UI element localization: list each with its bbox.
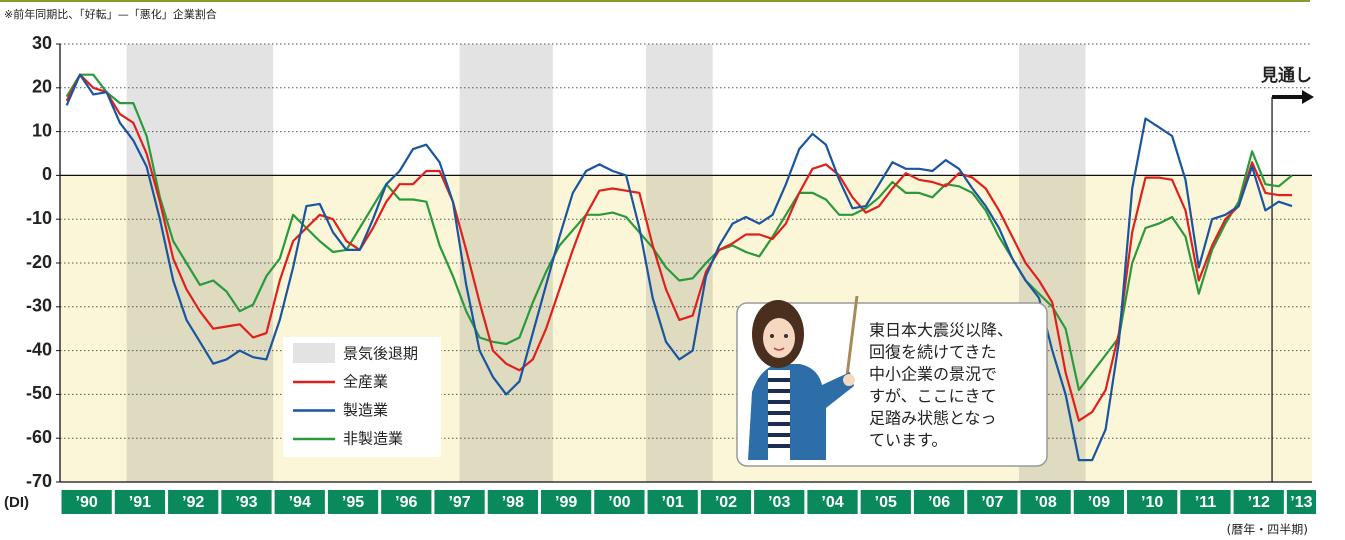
year-box (860, 490, 911, 514)
y-tick-label: -70 (26, 471, 52, 491)
year-box (967, 490, 1018, 514)
x-tick-label: ’06 (928, 494, 950, 511)
x-tick-label: ’92 (182, 494, 204, 511)
fringe (760, 311, 798, 322)
x-tick-label: ’08 (1034, 494, 1056, 511)
year-box (594, 490, 645, 514)
year-box (61, 490, 112, 514)
x-tick-label: ’00 (608, 494, 630, 511)
legend-label: 全産業 (343, 373, 388, 391)
x-tick-label: ’07 (981, 494, 1003, 511)
callout: 東日本大震災以降、回復を続けてきた中小企業の景況ですが、ここにきて足踏み状態とな… (736, 295, 1048, 467)
x-tick-label: ’10 (1141, 494, 1163, 511)
year-box (434, 490, 485, 514)
year-box (327, 490, 379, 514)
x-tick-label: ’94 (289, 494, 311, 511)
series-line (65, 73, 1293, 462)
pointer (844, 295, 859, 385)
y-tick-label: -10 (26, 208, 52, 228)
plot-area: -70 -60 -50 -40 -30 -20 -10 0 10 20 30 ’90 ’91 ’92 ’93… (26, 33, 1316, 514)
legend-label: 製造業 (343, 401, 388, 419)
year-box (647, 490, 698, 514)
stripes (768, 378, 790, 448)
y-tick-label: -40 (26, 339, 52, 359)
year-box (1286, 490, 1316, 514)
year-box (168, 490, 219, 514)
x-tick-label: ’05 (875, 494, 897, 511)
x-tick-label: ’95 (342, 494, 364, 511)
year-box (1127, 490, 1178, 514)
y-tick-label: 20 (32, 77, 52, 97)
x-tick-label: ’97 (448, 494, 470, 511)
x-tick-label: ’11 (1195, 494, 1216, 511)
hand (843, 374, 855, 386)
callout-text: 足踏み状態となっ (869, 409, 997, 428)
y-tick-label: 10 (32, 120, 52, 140)
callout-text: ています。 (869, 431, 947, 450)
year-box (700, 490, 752, 514)
year-box (540, 490, 592, 514)
series-line (65, 73, 1292, 422)
legend-label: 非製造業 (343, 430, 403, 448)
year-box (1233, 490, 1284, 514)
series-line (65, 73, 1293, 392)
callout-text: 中小企業の景況で (869, 365, 997, 384)
year-box (1180, 490, 1231, 514)
x-tick-label: ’12 (1248, 494, 1270, 511)
x-tick-label: ’02 (715, 494, 737, 511)
forecast-label: 見通し (1260, 66, 1312, 86)
y-tick-label: -30 (26, 296, 52, 316)
x-tick-label: ’96 (395, 494, 417, 511)
year-box (221, 490, 272, 514)
y-tick-label: 0 (42, 164, 52, 184)
year-box (1020, 490, 1071, 514)
year-box (807, 490, 858, 514)
callout-text: 回復を続けてきた (869, 343, 997, 362)
recession-shade (459, 44, 553, 482)
forecast-arrowhead (1302, 90, 1314, 104)
x-tick-label: ’98 (502, 494, 524, 511)
legend-shade (293, 343, 335, 363)
y-tick-label: -20 (26, 252, 52, 272)
year-box (274, 490, 325, 514)
x-tick-label: ’01 (662, 494, 684, 511)
x-tick-label: ’99 (555, 494, 577, 511)
x-tick-label: ’03 (768, 494, 790, 511)
presenter-illustration (748, 295, 859, 460)
legend-label: 景気後退期 (343, 345, 418, 363)
year-box (1073, 490, 1125, 514)
face (763, 318, 795, 358)
callout-text: すが、ここにきて (869, 387, 997, 406)
y-unit: (DI) (4, 494, 29, 511)
callout-text: 東日本大震災以降、 (869, 321, 1013, 340)
year-box (487, 490, 538, 514)
x-unit: (暦年・四半期) (1227, 523, 1308, 537)
x-tick-label: ’93 (235, 494, 257, 511)
year-box (381, 490, 432, 514)
year-box (114, 490, 166, 514)
year-box (913, 490, 965, 514)
y-tick-label: -60 (26, 427, 52, 447)
y-tick-label: -50 (26, 383, 52, 403)
x-tick-label: ’91 (129, 494, 151, 511)
y-tick-label: 30 (32, 33, 52, 53)
x-tick-label: ’90 (76, 494, 98, 511)
x-tick-label: ’04 (821, 494, 843, 511)
x-tick-label: ’13 (1290, 494, 1312, 511)
note: ※前年同期比、「好転」—「悪化」企業割合 (4, 7, 217, 21)
year-box (754, 490, 805, 514)
x-tick-label: ’09 (1088, 494, 1110, 511)
